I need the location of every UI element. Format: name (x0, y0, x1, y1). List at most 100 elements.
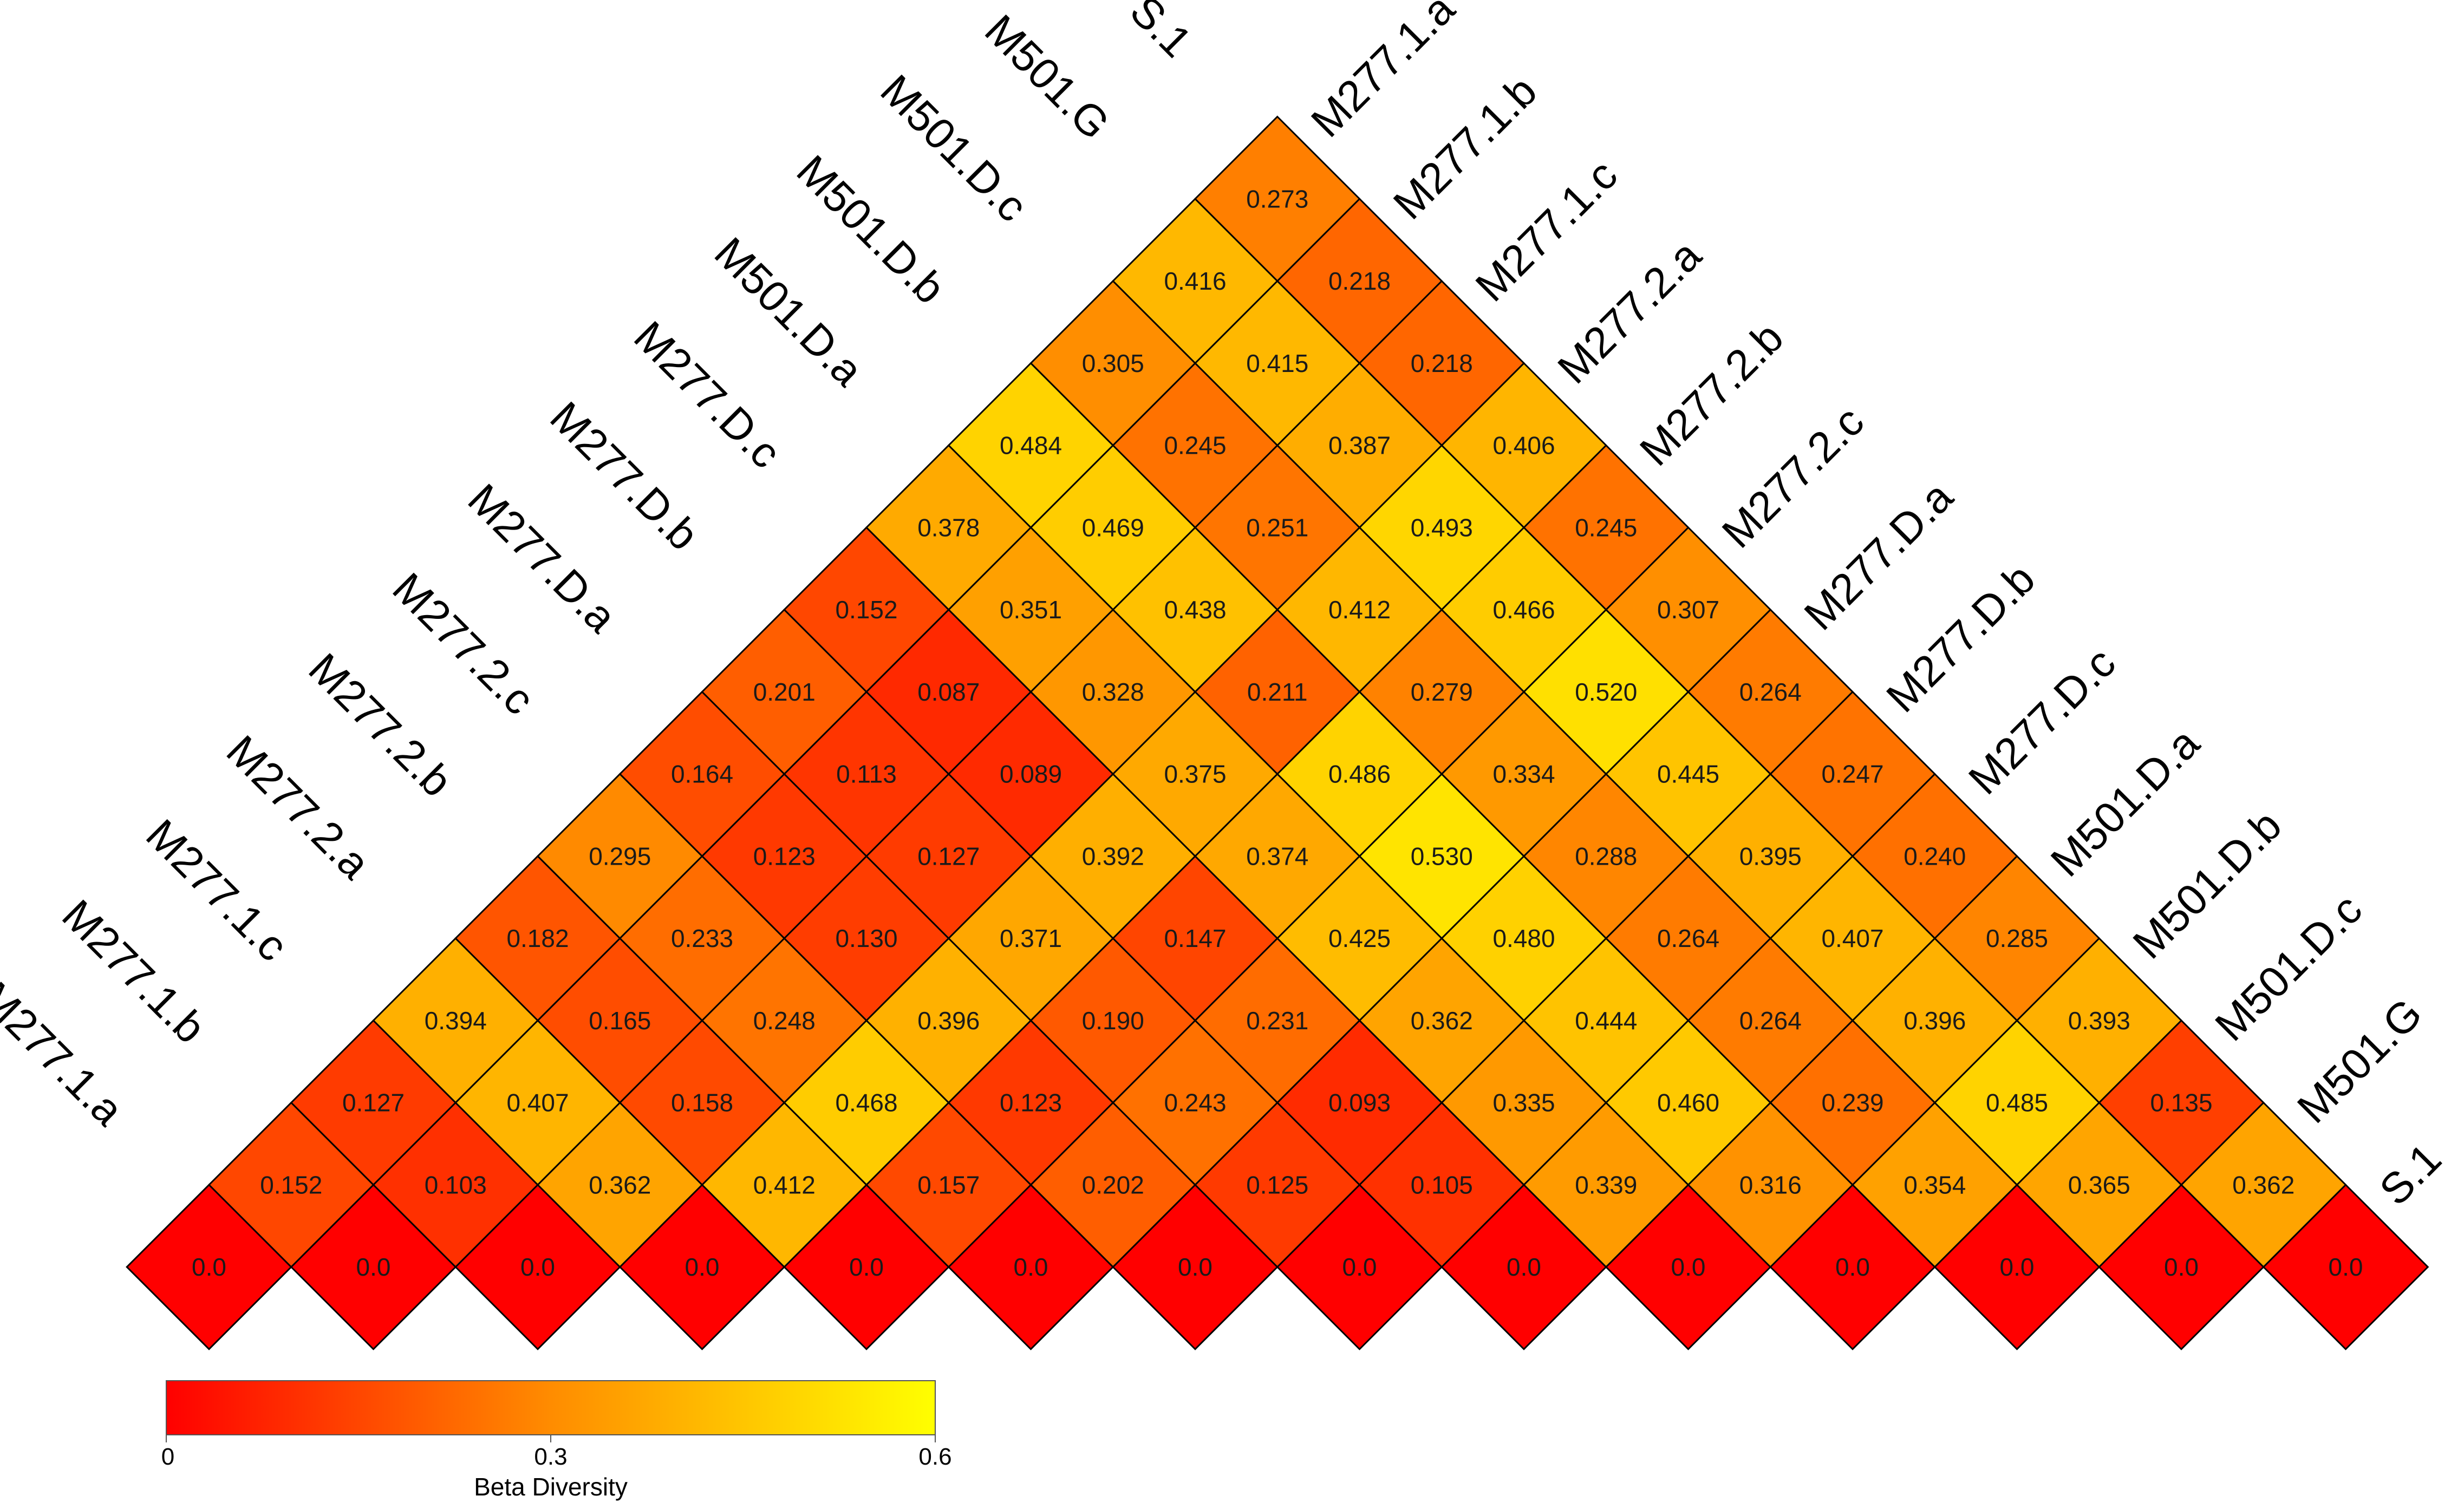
cell-value-label: 0.251 (1246, 513, 1308, 541)
cell-value-label: 0.485 (1986, 1089, 2048, 1117)
cell-value-label: 0.316 (1739, 1171, 1802, 1199)
left-axis-label: M277.D.c (625, 312, 790, 477)
cell-value-label: 0.285 (1986, 924, 2048, 952)
left-axis-label: M501.G (976, 5, 1119, 148)
cell-value-label: 0.248 (753, 1007, 816, 1035)
cell-value-label: 0.264 (1739, 678, 1802, 706)
right-axis-label: M277.D.c (1959, 638, 2124, 804)
cell-value-label: 0.469 (1082, 513, 1144, 541)
cell-value-label: 0.158 (671, 1089, 733, 1117)
cell-value-label: 0.218 (1328, 267, 1391, 295)
cell-value-label: 0.089 (1000, 760, 1062, 788)
cell-value-label: 0.0 (2164, 1253, 2199, 1281)
cell-value-label: 0.351 (1000, 596, 1062, 624)
cell-value-label: 0.0 (520, 1253, 555, 1281)
cell-value-label: 0.438 (1164, 596, 1226, 624)
cell-value-label: 0.157 (917, 1171, 980, 1199)
cell-value-label: 0.339 (1575, 1171, 1637, 1199)
cell-value-label: 0.444 (1575, 1007, 1637, 1035)
cell-value-label: 0.103 (425, 1171, 487, 1199)
cell-value-label: 0.152 (260, 1171, 322, 1199)
cell-value-label: 0.362 (2232, 1171, 2294, 1199)
cell-value-label: 0.127 (917, 842, 980, 870)
cell-value-label: 0.394 (425, 1007, 487, 1035)
cell-value-label: 0.243 (1164, 1089, 1226, 1117)
cell-value-label: 0.0 (2329, 1253, 2363, 1281)
cell-value-label: 0.264 (1657, 924, 1719, 952)
cell-value-label: 0.295 (589, 842, 651, 870)
cell-value-label: 0.182 (506, 924, 569, 952)
left-axis-label: M277.2.a (218, 726, 380, 888)
cell-value-label: 0.480 (1492, 924, 1555, 952)
cell-value-label: 0.218 (1411, 349, 1473, 377)
right-axis-label: M501.D.c (2206, 885, 2371, 1050)
cell-value-label: 0.493 (1411, 513, 1473, 541)
cell-value-label: 0.152 (835, 596, 897, 624)
left-axis-label: M277.1.a (0, 972, 133, 1134)
cell-value-label: 0.0 (1507, 1253, 1541, 1281)
legend-tick-label-min: 0 (161, 1443, 174, 1470)
cell-value-label: 0.245 (1575, 513, 1637, 541)
cell-value-label: 0.0 (1014, 1253, 1048, 1281)
left-axis-label: S.1 (1121, 0, 1201, 67)
cell-value-label: 0.375 (1164, 760, 1226, 788)
cell-value-label: 0.0 (685, 1253, 720, 1281)
right-axis-label: M277.2.c (1713, 397, 1873, 557)
right-axis-label: M277.D.b (1877, 554, 2044, 721)
right-axis-label: M277.1.a (1302, 0, 1464, 146)
right-axis-label: M277.1.b (1384, 67, 1546, 228)
cell-value-label: 0.231 (1246, 1007, 1308, 1035)
left-axis-label: M277.1.c (137, 810, 297, 970)
legend-title: Beta Diversity (474, 1473, 628, 1501)
cell-value-label: 0.378 (917, 513, 980, 541)
cell-value-label: 0.393 (2068, 1007, 2130, 1035)
cell-value-label: 0.0 (356, 1253, 391, 1281)
cell-value-label: 0.468 (835, 1089, 897, 1117)
cell-value-label: 0.127 (342, 1089, 405, 1117)
cell-value-label: 0.466 (1492, 596, 1555, 624)
right-axis-label: M501.D.a (2042, 718, 2209, 886)
heatmap-cell-labels: 0.0 0.0 0.0 0.0 0.0 0.0 0.0 0.0 0.0 0.0 0.0 0.0 0.0 0… (192, 185, 2363, 1281)
left-axis-label: M277.2.b (299, 644, 461, 806)
cell-value-label: 0.354 (1904, 1171, 1966, 1199)
cell-value-label: 0.0 (1671, 1253, 1706, 1281)
cell-value-label: 0.365 (2068, 1171, 2130, 1199)
cell-value-label: 0.279 (1411, 678, 1473, 706)
heatmap-cells (126, 115, 2429, 1350)
cell-value-label: 0.374 (1246, 842, 1308, 870)
cell-value-label: 0.530 (1411, 842, 1473, 870)
cell-value-label: 0.165 (589, 1007, 651, 1035)
right-axis-label: M277.2.b (1631, 313, 1792, 475)
cell-value-label: 0.113 (836, 760, 897, 788)
cell-value-label: 0.362 (1411, 1007, 1473, 1035)
left-axis-label: M501.D.a (706, 228, 873, 395)
cell-value-label: 0.412 (1328, 596, 1391, 624)
cell-value-label: 0.362 (589, 1171, 651, 1199)
cell-value-label: 0.371 (1000, 924, 1062, 952)
cell-value-label: 0.425 (1328, 924, 1391, 952)
cell-value-label: 0.240 (1904, 842, 1966, 870)
cell-value-label: 0.305 (1082, 349, 1144, 377)
cell-value-label: 0.202 (1082, 1171, 1144, 1199)
legend-tick-label-max: 0.6 (918, 1443, 951, 1470)
cell-value-label: 0.407 (506, 1089, 569, 1117)
cell-value-label: 0.135 (2150, 1089, 2212, 1117)
cell-value-label: 0.0 (192, 1253, 226, 1281)
cell-value-label: 0.273 (1246, 185, 1308, 213)
cell-value-label: 0.520 (1575, 678, 1637, 706)
cell-value-label: 0.087 (917, 678, 980, 706)
cell-value-label: 0.416 (1164, 267, 1226, 295)
left-axis-label: M501.D.c (871, 66, 1037, 231)
right-axis-label: M277.1.c (1466, 151, 1627, 311)
cell-value-label: 0.445 (1657, 760, 1719, 788)
cell-value-label: 0.093 (1328, 1089, 1391, 1117)
cell-value-label: 0.125 (1246, 1171, 1308, 1199)
cell-value-label: 0.245 (1164, 432, 1226, 460)
cell-value-label: 0.460 (1657, 1089, 1719, 1117)
right-axis-label: M501.G (2288, 989, 2431, 1132)
cell-value-label: 0.247 (1821, 760, 1883, 788)
cell-value-label: 0.415 (1246, 349, 1308, 377)
cell-value-label: 0.239 (1821, 1089, 1883, 1117)
